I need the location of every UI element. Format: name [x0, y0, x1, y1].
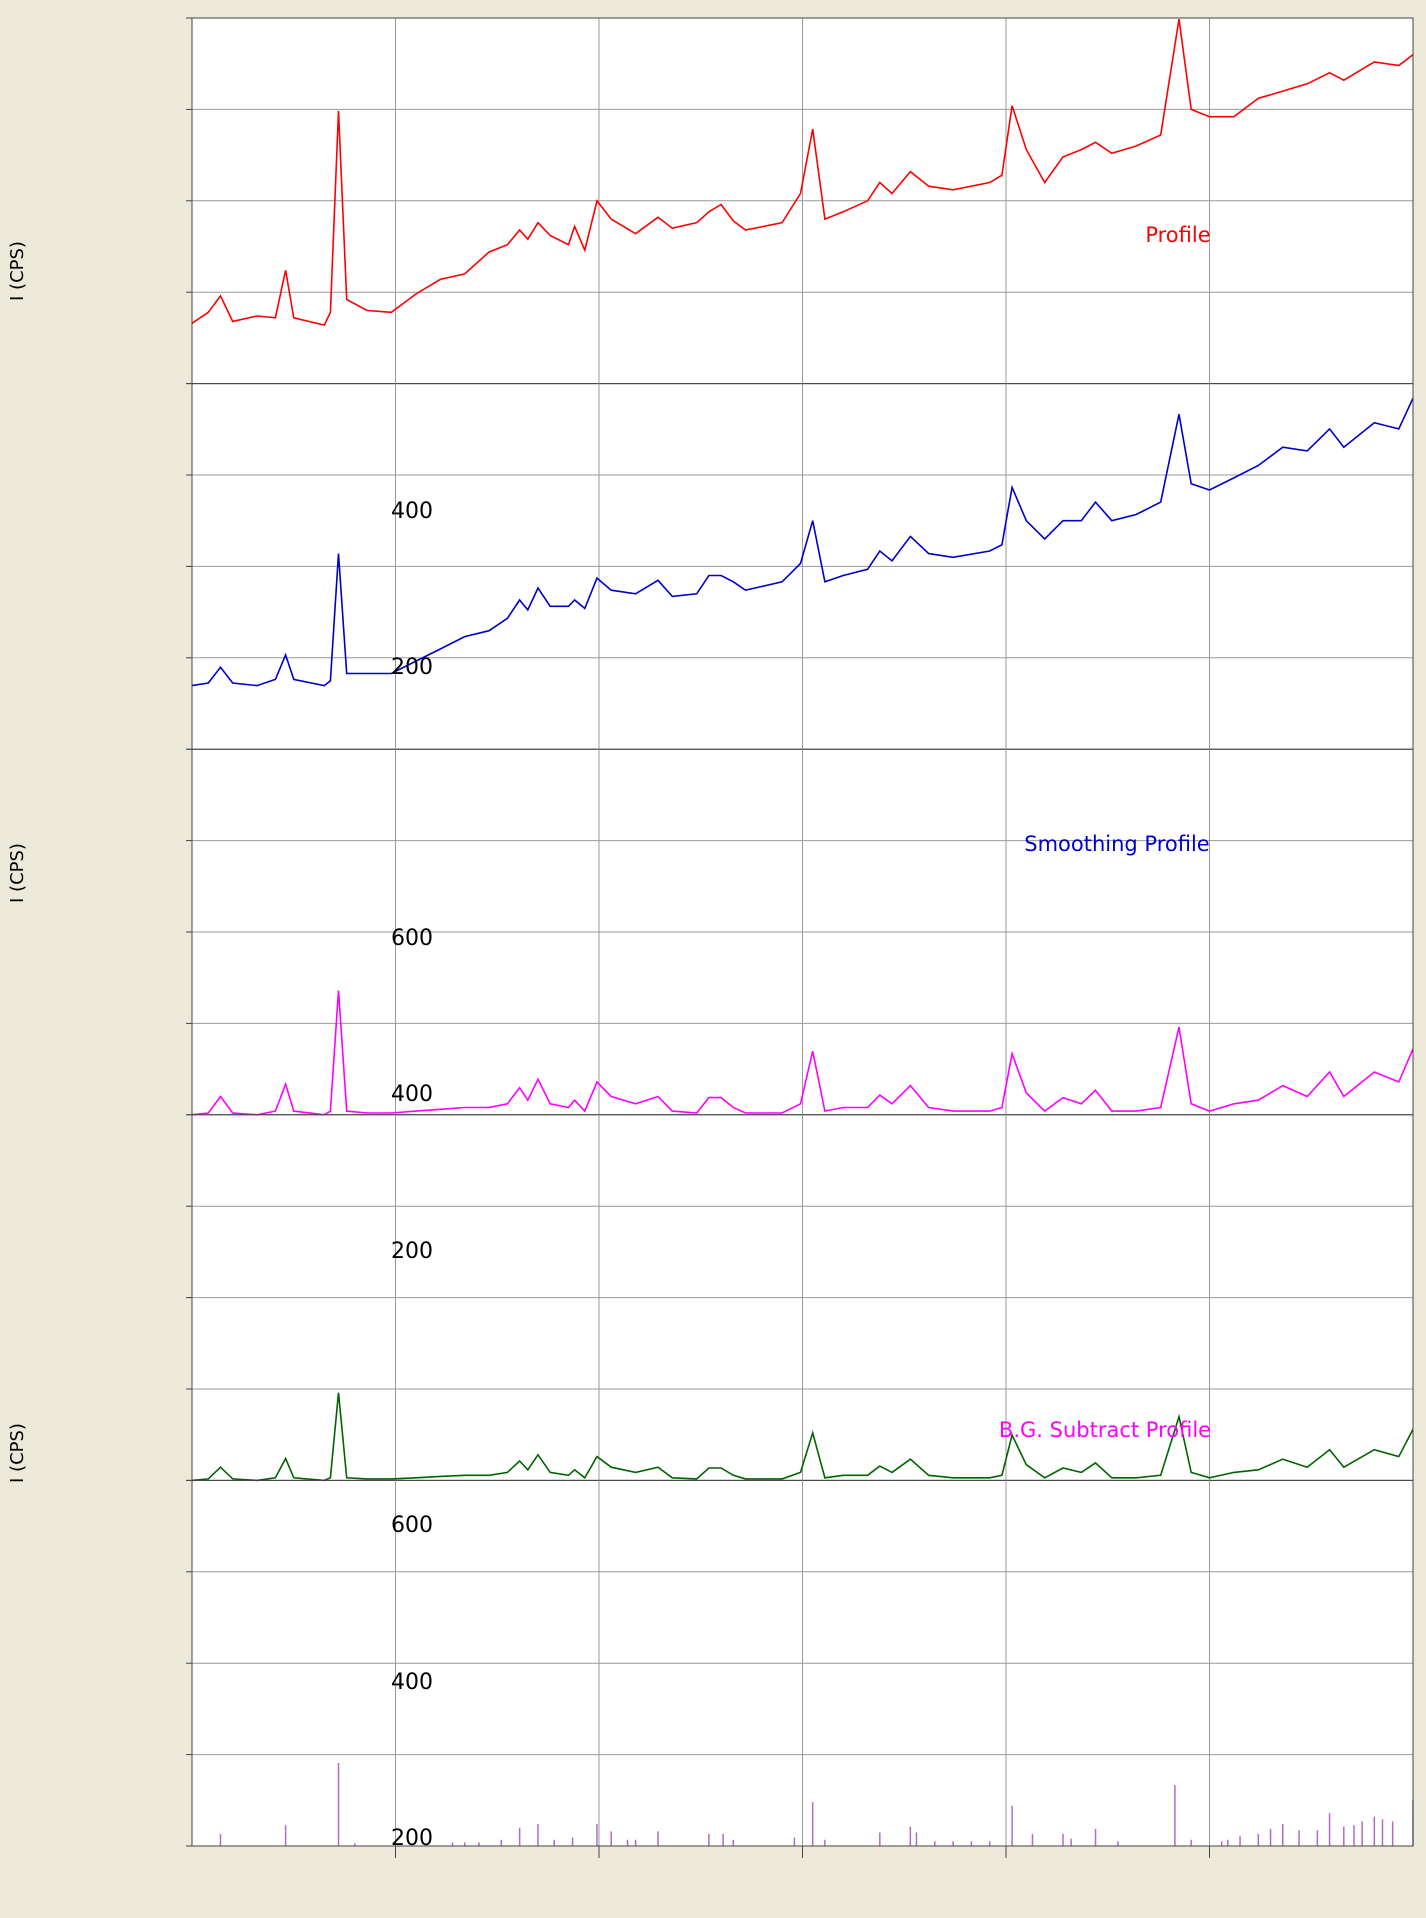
- profile-label: B.G. Subtract Profile: [999, 1418, 1211, 1442]
- series-line: [191, 18, 1414, 327]
- y-axis-label: I (CPS): [7, 843, 28, 903]
- profile-label: Profile: [1145, 223, 1210, 247]
- floating-tick-label: 400: [391, 1670, 433, 1695]
- y-axis-label: I (CPS): [7, 1423, 28, 1483]
- floating-tick-label: 400: [391, 1082, 433, 1107]
- plot-border: [191, 17, 1414, 1847]
- floating-tick-label: 600: [391, 926, 433, 951]
- series-line: [191, 397, 1414, 687]
- series-line: [191, 1392, 1414, 1482]
- floating-tick-label: 200: [391, 655, 433, 680]
- series-line: [191, 990, 1414, 1116]
- floating-tick-label: 200: [391, 1826, 433, 1851]
- y-axis-label: I (CPS): [7, 241, 28, 301]
- floating-tick-label: 600: [391, 1513, 433, 1538]
- profile-label: Smoothing Profile: [1024, 832, 1209, 856]
- floating-tick-label: 200: [391, 1239, 433, 1264]
- floating-tick-label: 400: [391, 499, 433, 524]
